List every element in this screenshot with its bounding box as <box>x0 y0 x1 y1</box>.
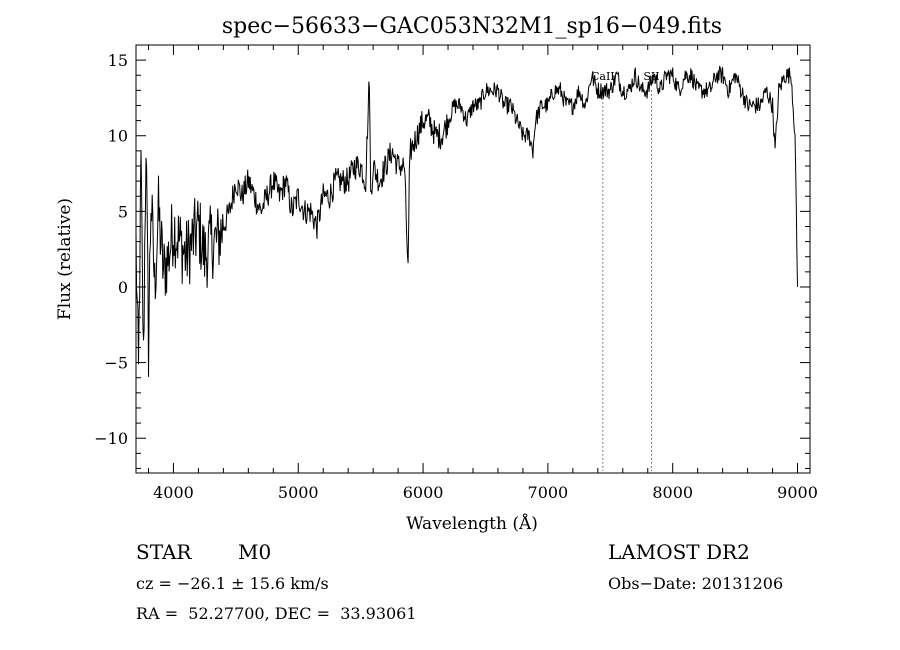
x-axis-label: Wavelength (Å) <box>406 513 538 534</box>
line-markers: CaII SII <box>591 70 660 471</box>
y-tick-label: 5 <box>118 202 128 221</box>
x-tick-label: 7000 <box>528 483 569 502</box>
y-tick-label: 0 <box>118 278 128 297</box>
y-tick-label: 10 <box>108 127 128 146</box>
x-tick-label: 4000 <box>153 483 194 502</box>
obs-date-text: Obs−Date: 20131206 <box>608 574 784 593</box>
chart-title: spec−56633−GAC053N32M1_sp16−049.fits <box>222 14 722 39</box>
object-class: STAR <box>136 540 192 564</box>
x-tick-label: 6000 <box>403 483 444 502</box>
spectrum-line <box>135 65 798 377</box>
radec-text: RA = 52.27700, DEC = 33.93061 <box>136 604 417 623</box>
y-tick-label: 15 <box>108 51 128 70</box>
line-marker-label: CaII <box>591 70 615 83</box>
object-subclass: M0 <box>238 540 272 564</box>
y-axis-label: Flux (relative) <box>55 198 75 320</box>
y-tick-label: −10 <box>94 429 128 448</box>
y-tick-label: −5 <box>104 354 128 373</box>
x-tick-label: 9000 <box>777 483 818 502</box>
survey-label: LAMOST DR2 <box>608 540 750 564</box>
x-axis: 4000 5000 6000 7000 8000 9000 <box>147 45 818 502</box>
x-tick-label: 8000 <box>652 483 693 502</box>
y-axis: −10 −5 0 5 10 15 <box>94 44 810 469</box>
x-tick-label: 5000 <box>278 483 319 502</box>
redshift-text: cz = −26.1 ± 15.6 km/s <box>136 574 329 593</box>
